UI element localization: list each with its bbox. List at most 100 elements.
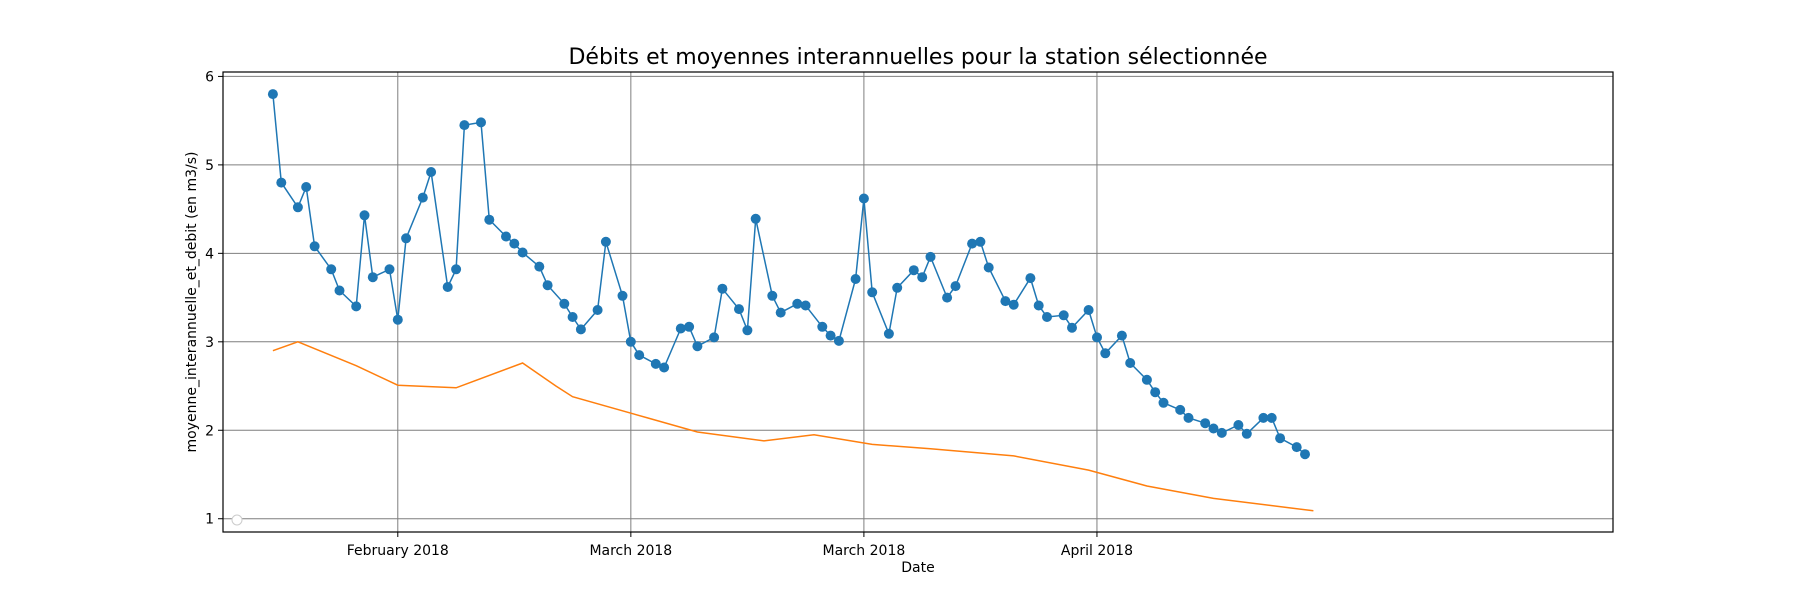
y-tick-label: 6 — [205, 69, 214, 85]
series-1-point — [775, 307, 786, 318]
series-1-point — [1150, 387, 1161, 398]
series-1-point — [542, 280, 553, 291]
chart-title: Débits et moyennes interannuelles pour l… — [568, 45, 1267, 70]
series-1-point — [1216, 427, 1227, 438]
series-1-point — [1141, 374, 1152, 385]
x-tick-label: February 2018 — [347, 543, 449, 559]
series-1-point — [942, 292, 953, 303]
series-1-point — [950, 281, 961, 292]
series-1-point — [1175, 404, 1186, 415]
series-1-point — [858, 193, 869, 204]
series-1-point — [276, 177, 287, 188]
y-axis-title: moyenne_interannuelle_et_debit (en m3/s) — [184, 151, 200, 452]
x-tick-label: March 2018 — [823, 543, 906, 559]
series-1-point — [1092, 332, 1102, 343]
series-1-point — [908, 265, 919, 276]
series-1-point — [1000, 296, 1011, 307]
series-1-point — [517, 247, 528, 258]
series-1-point — [892, 282, 903, 293]
series-1-point — [592, 305, 603, 315]
series-1-point — [833, 335, 844, 346]
series-1-point — [1258, 412, 1269, 423]
y-tick-label: 3 — [205, 335, 214, 351]
y-tick-label: 2 — [205, 423, 214, 439]
y-tick-label: 1 — [205, 512, 214, 528]
series-1-point — [367, 272, 378, 283]
series-1-point — [326, 264, 337, 275]
series-1-point — [1100, 348, 1111, 359]
series-1-point — [334, 285, 345, 296]
series-1-point — [917, 272, 928, 283]
series-1-point — [1233, 420, 1244, 430]
series-1-point — [559, 298, 570, 309]
series-1-point — [442, 282, 453, 292]
series-1-point — [575, 324, 586, 335]
series-1-point — [717, 283, 728, 294]
series-1-point — [1058, 310, 1069, 321]
series-1-point — [501, 231, 511, 242]
series-1-point — [650, 358, 661, 369]
series-1-point — [967, 238, 978, 249]
series-1-point — [825, 330, 836, 341]
series-1-point — [767, 290, 778, 301]
series-1-point — [867, 287, 878, 298]
series-1-point — [1200, 418, 1211, 429]
series-2-line — [272, 340, 1314, 512]
series-1-point — [567, 312, 578, 322]
series-1-point — [983, 262, 994, 273]
y-axis-ticks: 1 2 3 4 5 6 — [205, 69, 223, 528]
series-1-point — [817, 321, 828, 332]
series-1-point — [1083, 305, 1094, 315]
series-1-point — [850, 274, 861, 284]
series-1-point — [384, 264, 395, 275]
legend — [231, 514, 243, 526]
series-1-point — [484, 214, 495, 225]
series-1-point — [600, 236, 611, 247]
plot-area-frame — [222, 71, 1614, 533]
series-1-point — [359, 210, 370, 221]
series-1-point — [509, 238, 520, 249]
series-1-point — [1183, 412, 1194, 423]
series-1-point — [417, 192, 428, 203]
grid — [223, 72, 1613, 532]
x-axis-title: Date — [901, 560, 934, 576]
series-1-point — [292, 202, 303, 213]
series-1-point — [351, 301, 362, 312]
series-1-point — [1125, 358, 1136, 368]
x-tick-label: March 2018 — [589, 543, 672, 559]
y-tick-label: 5 — [205, 158, 214, 174]
series-1-point — [659, 362, 670, 373]
series-1-point — [975, 236, 986, 247]
series-1-point — [1067, 322, 1077, 333]
series-1-point — [1300, 449, 1310, 460]
series-1-point — [1116, 330, 1127, 341]
series-1-point — [742, 325, 753, 336]
series-1-point — [800, 300, 811, 311]
series-1-point — [267, 89, 278, 100]
series-1-point — [301, 182, 312, 192]
series-1-point — [309, 241, 320, 252]
series-1-point — [1241, 428, 1252, 439]
series-1-point — [684, 321, 695, 332]
series-1-point — [1033, 300, 1044, 311]
series-1-point — [692, 341, 703, 352]
series-1-point — [1208, 423, 1219, 434]
series-1-point — [459, 120, 470, 131]
series-1-point — [634, 350, 645, 361]
series-1-point — [1291, 442, 1302, 453]
series-1-point — [750, 213, 761, 224]
series-1-point — [1275, 433, 1286, 444]
y-tick-label: 4 — [205, 246, 214, 262]
series-1-point — [401, 233, 412, 244]
legend-empty-marker — [231, 514, 243, 526]
series-1-point — [883, 328, 894, 339]
series-layer — [267, 89, 1314, 512]
series-1-point — [709, 332, 720, 343]
series-1-point — [792, 298, 803, 309]
series-1-point — [1158, 397, 1169, 408]
x-axis-ticks: February 2018 March 2018 March 2018 April 2… — [347, 532, 1133, 559]
series-1-point — [476, 117, 486, 128]
series-1-point — [617, 290, 628, 301]
series-1-point — [1042, 312, 1052, 322]
